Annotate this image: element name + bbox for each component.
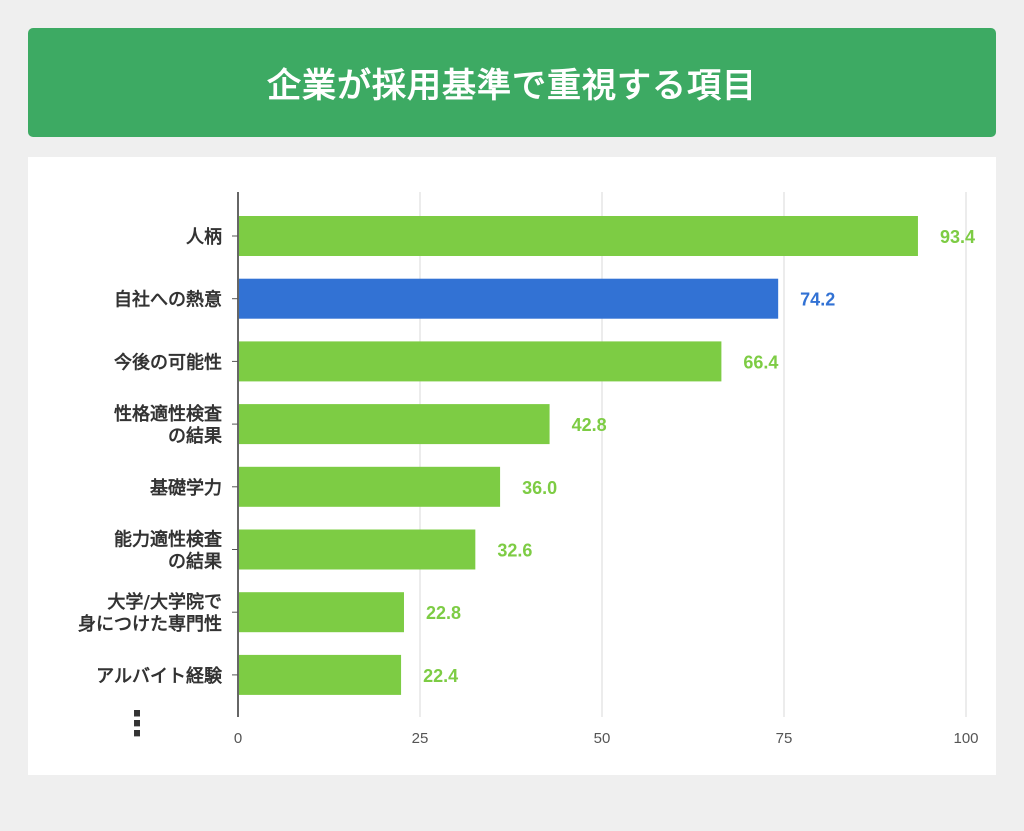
chart-title: 企業が採用基準で重視する項目	[267, 66, 757, 106]
category-label: 能力適性検査の結果	[114, 529, 223, 573]
x-tick-label: 100	[953, 730, 978, 747]
continuation-marker: ⋮	[120, 704, 154, 744]
category-label: アルバイト経験	[96, 665, 223, 687]
bar[interactable]	[239, 529, 476, 570]
bar[interactable]	[239, 466, 501, 507]
bar[interactable]	[239, 592, 404, 633]
x-tick-label: 50	[594, 730, 611, 747]
category-label: 性格適性検査の結果	[114, 403, 223, 447]
bar[interactable]	[239, 341, 722, 382]
data-label: 22.8	[426, 603, 461, 623]
category-label: 今後の可能性	[114, 351, 222, 373]
data-label: 93.4	[940, 227, 975, 247]
data-label: 42.8	[572, 415, 607, 435]
category-label: 基礎学力	[149, 477, 222, 499]
data-label: 22.4	[423, 666, 458, 686]
data-label: 66.4	[743, 352, 778, 372]
category-label: 人柄	[186, 227, 222, 248]
data-label: 32.6	[497, 541, 532, 561]
bar-chart: 0 25 50 75 100 93.4 人柄 74.2 自社への熱意 66.4 今後の可能性 42.8…	[78, 192, 979, 747]
bar[interactable]	[239, 654, 402, 695]
bar[interactable]	[239, 278, 779, 319]
data-label: 74.2	[800, 290, 835, 310]
bar[interactable]	[239, 216, 918, 256]
bar[interactable]	[239, 404, 550, 445]
x-tick-label: 75	[776, 730, 793, 747]
category-label: 自社への熱意	[114, 289, 222, 311]
x-tick-label: 25	[412, 730, 429, 747]
chart-panel: 0 25 50 75 100 93.4 人柄 74.2 自社への熱意 66.4 今後の可能性 42.8…	[28, 157, 996, 775]
chart-header: 企業が採用基準で重視する項目	[28, 28, 996, 137]
category-label: 大学/大学院で身につけた専門性	[78, 591, 222, 635]
x-tick-label: 0	[234, 730, 242, 747]
data-label: 36.0	[522, 478, 557, 498]
